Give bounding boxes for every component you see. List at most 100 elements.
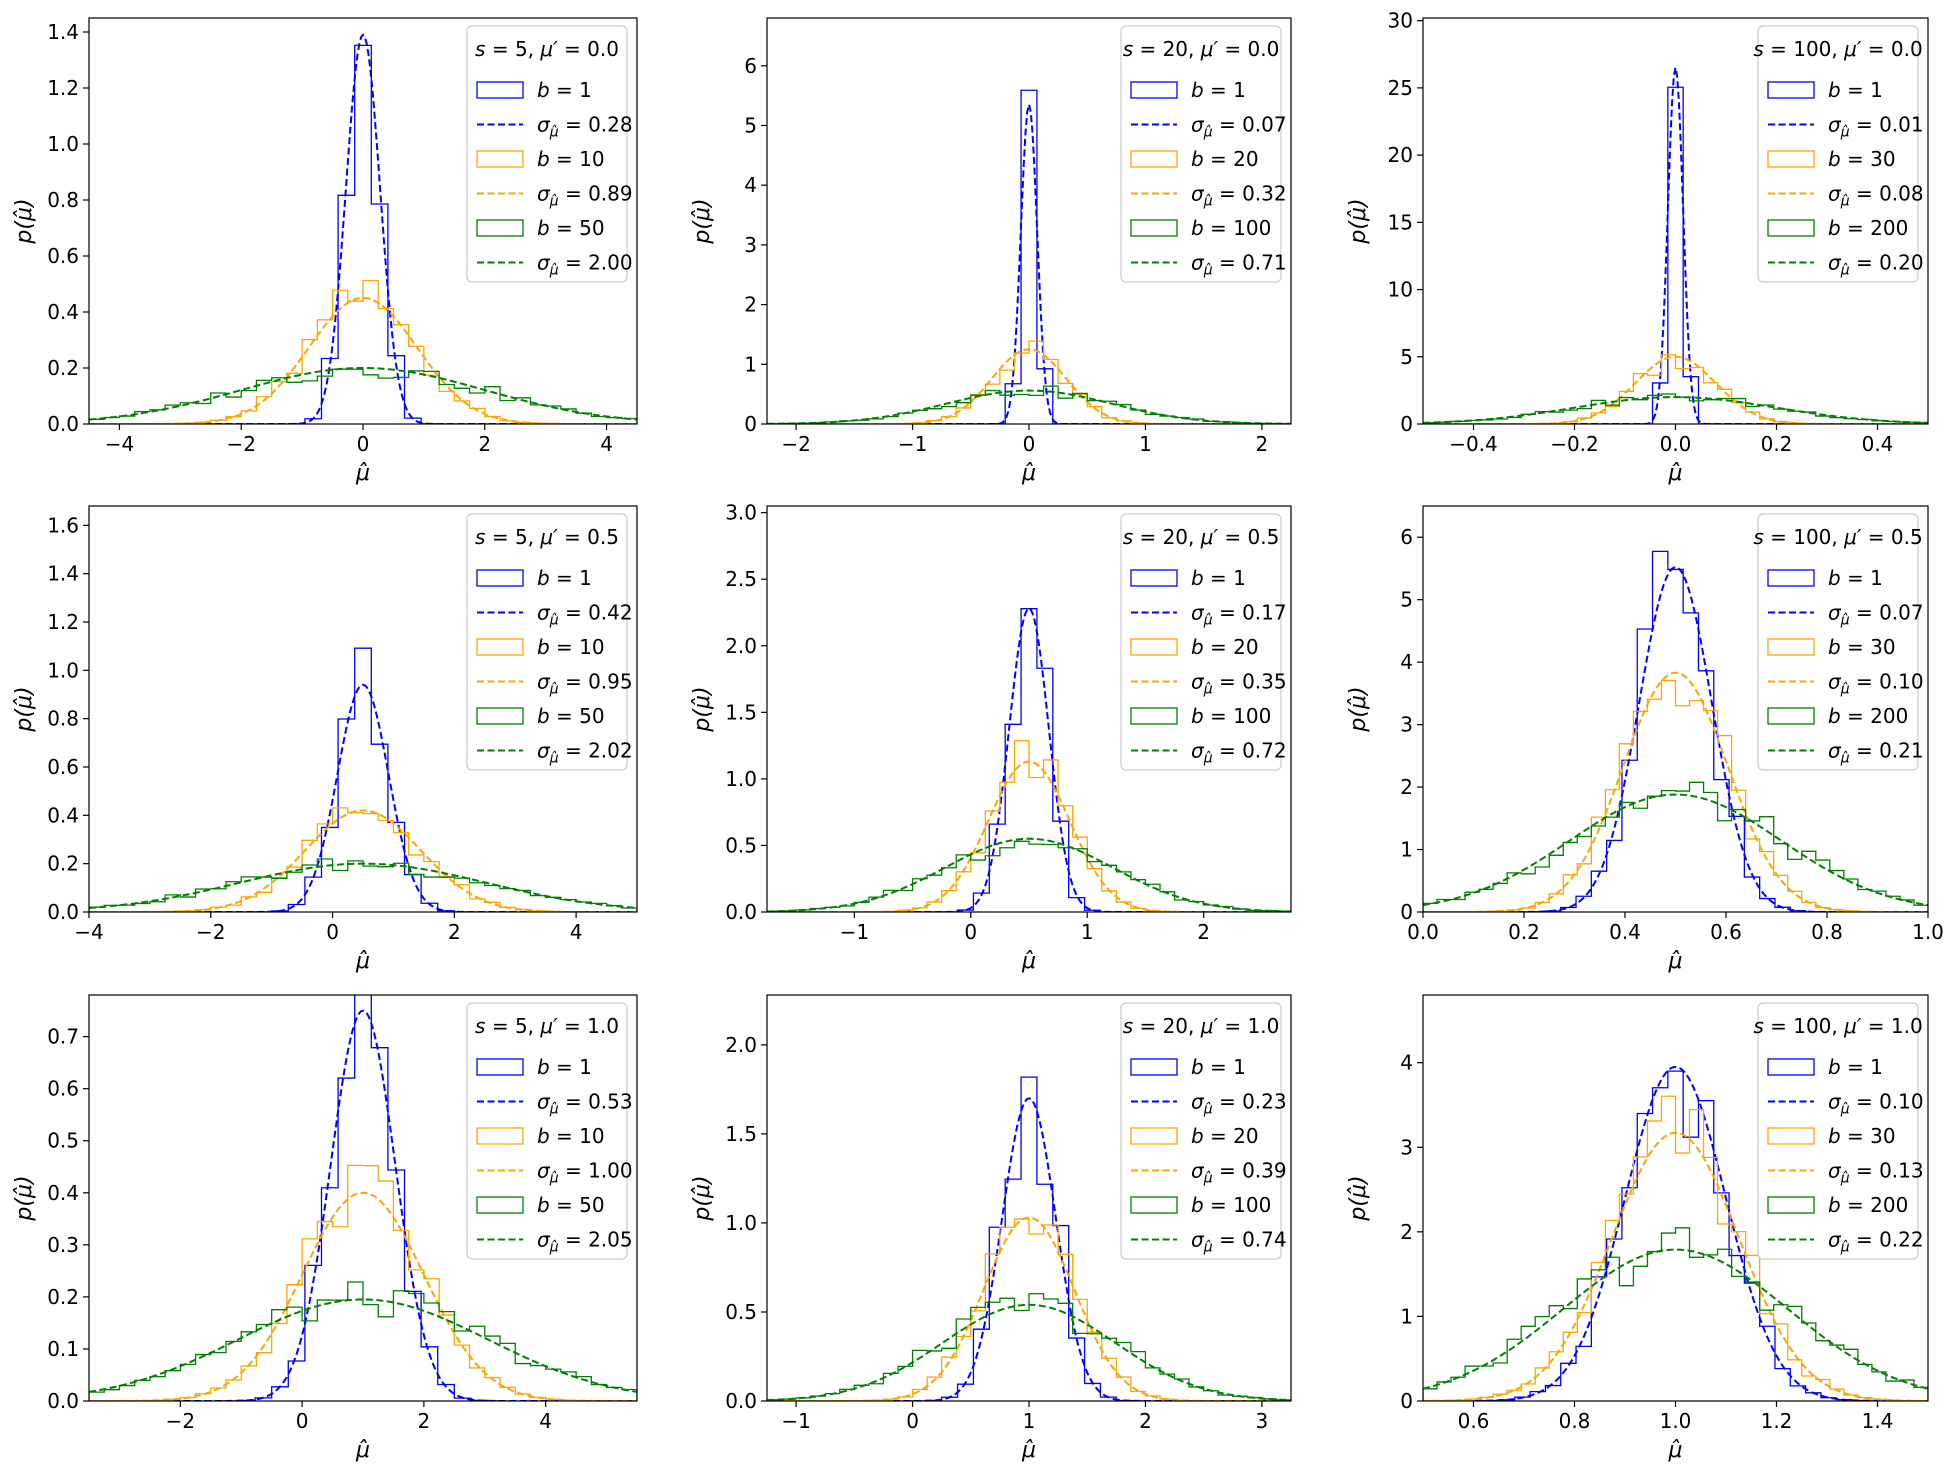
legend-label-b: b = 20 [1191,1124,1259,1148]
y-tick-label: 0.1 [47,1337,79,1361]
x-tick-label: −2 [226,432,255,456]
x-tick-label: 1 [1023,1409,1036,1433]
subplot-1: −4 −2 0 2 4 0.0 0.2 0.4 0.6 0.8 1.0 1.2 1.4 μ̂ p(μ̂) s … [12,17,638,486]
x-tick-label: 0 [1023,432,1036,456]
y-tick-label: 0.6 [47,755,79,779]
x-axis-label: μ̂ [1668,949,1683,974]
legend: s = 20, μ′ = 0.0 b = 1 σμ̂ = 0.07 b = 20 σμ̂… [1120,25,1287,283]
plot-area [1423,1065,1928,1401]
y-tick-label: 1.5 [725,700,757,724]
histogram-b-10 [89,279,637,424]
legend-label-sigma: σμ̂ = 0.35 [1191,670,1287,698]
histogram-b-1 [89,647,637,912]
legend-label-b: b = 200 [1828,216,1908,240]
legend-title: s = 5, μ′ = 0.5 [475,525,619,549]
legend-label-b: b = 10 [537,635,605,659]
x-axis-label: μ̂ [1668,461,1683,486]
legend-label-sigma: σμ̂ = 0.32 [1191,182,1287,210]
legend-label-sigma: σμ̂ = 1.00 [537,1159,633,1187]
legend-swatch-histogram [476,1127,524,1145]
gaussian-fit-sigma-0.71 [767,389,1291,424]
gaussian-fit-sigma-0.13 [1423,1131,1928,1401]
histogram-b-100 [767,385,1291,424]
legend-swatch-histogram [1130,1127,1178,1145]
histogram-b-200 [1423,1227,1928,1401]
legend-title: s = 100, μ′ = 1.0 [1753,1014,1922,1038]
legend-label-b: b = 100 [1191,1193,1271,1217]
x-tick-label: 1.0 [1912,920,1944,944]
y-tick-label: 6 [744,54,757,78]
legend-box [1757,1002,1919,1260]
y-tick-label: 1.4 [47,20,79,44]
legend-label-sigma: σμ̂ = 0.53 [537,1090,633,1118]
x-tick-label: 0.6 [1458,1409,1490,1433]
y-axis-label: p(μ̂) [1346,198,1371,244]
y-tick-label: 0.6 [47,1077,79,1101]
gaussian-fit-sigma-0.10 [1423,1065,1928,1401]
legend-swatch-histogram [1767,707,1815,725]
x-axis-label: μ̂ [1021,1438,1036,1463]
y-axis-label: p(μ̂) [690,198,715,244]
y-tick-label: 0 [1400,412,1413,436]
histogram-b-100 [767,1293,1291,1401]
legend-label-sigma: σμ̂ = 0.08 [1828,182,1924,210]
gaussian-fit-sigma-0.72 [767,837,1291,912]
legend-label-b: b = 100 [1191,216,1271,240]
x-tick-label: 2 [1256,432,1269,456]
subplot-5: −1 0 1 2 0.0 0.5 1.0 1.5 2.0 2.5 3.0 μ̂ p(μ̂) s = 20,… [690,501,1292,974]
x-tick-label: −4 [74,920,103,944]
y-tick-label: 0.6 [47,244,79,268]
legend-swatch-histogram [1130,638,1178,656]
legend-swatch-histogram [1767,1058,1815,1076]
y-tick-label: 4 [1400,1051,1413,1075]
legend-label-sigma: σμ̂ = 0.89 [537,182,633,210]
x-tick-label: 0.0 [1660,432,1692,456]
legend-swatch-histogram [1767,1196,1815,1214]
gaussian-fit-sigma-0.32 [767,348,1291,424]
gaussian-fit-sigma-2.05 [89,1298,637,1393]
y-tick-label: 2.5 [725,567,757,591]
legend-label-b: b = 50 [537,1193,605,1217]
x-tick-label: −4 [105,432,134,456]
y-tick-label: 6 [1400,525,1413,549]
subplot-2: −2 −1 0 1 2 0 1 2 3 4 5 6 μ̂ p(μ̂) s = 20, μ′ = 0.0 b =… [690,17,1292,486]
y-tick-label: 3 [1400,713,1413,737]
axes-frame [88,505,638,913]
gaussian-fit-sigma-0.42 [89,683,637,912]
legend: s = 5, μ′ = 0.5 b = 1 σμ̂ = 0.42 b = 10 σμ̂ … [466,513,633,771]
x-tick-label: −1 [840,920,869,944]
y-tick-label: 3 [1400,1135,1413,1159]
gaussian-fit-sigma-0.28 [89,33,637,424]
legend: s = 20, μ′ = 1.0 b = 1 σμ̂ = 0.23 b = 20 σμ̂… [1120,1002,1287,1260]
legend-title: s = 20, μ′ = 0.5 [1123,525,1280,549]
legend-label-sigma: σμ̂ = 0.95 [537,670,633,698]
y-tick-label: 0.0 [47,900,79,924]
subplot-3: −0.4 −0.2 0.0 0.2 0.4 0 5 10 15 20 25 30 μ̂ p(μ̂) s = … [1346,9,1929,486]
legend-swatch-histogram [1767,569,1815,587]
x-tick-label: −1 [781,1409,810,1433]
legend-label-sigma: σμ̂ = 0.39 [1191,1159,1287,1187]
y-tick-label: 20 [1388,143,1413,167]
legend-label-b: b = 1 [1828,78,1883,102]
x-tick-label: 0.2 [1761,432,1793,456]
legend: s = 100, μ′ = 0.5 b = 1 σμ̂ = 0.07 b = 30 σμ… [1753,513,1924,771]
legend-label-b: b = 1 [537,78,592,102]
histogram-b-30 [1423,354,1928,424]
y-tick-label: 5 [1400,588,1413,612]
x-axis-label: μ̂ [1668,1438,1683,1463]
y-tick-label: 2 [1400,775,1413,799]
histogram-b-1 [1423,86,1928,424]
legend-box [466,25,628,283]
legend-label-sigma: σμ̂ = 0.22 [1828,1228,1924,1256]
x-tick-label: 4 [600,432,613,456]
x-tick-label: −0.2 [1550,432,1599,456]
y-tick-label: 0.8 [47,707,79,731]
legend-title: s = 20, μ′ = 0.0 [1123,37,1280,61]
y-tick-label: 0.7 [47,1025,79,1049]
y-tick-label: 1.4 [47,562,79,586]
gaussian-fit-sigma-0.23 [767,1097,1291,1401]
legend-swatch-histogram [476,638,524,656]
legend-label-b: b = 20 [1191,635,1259,659]
y-tick-label: 0.0 [47,412,79,436]
y-tick-label: 0.0 [47,1389,79,1413]
